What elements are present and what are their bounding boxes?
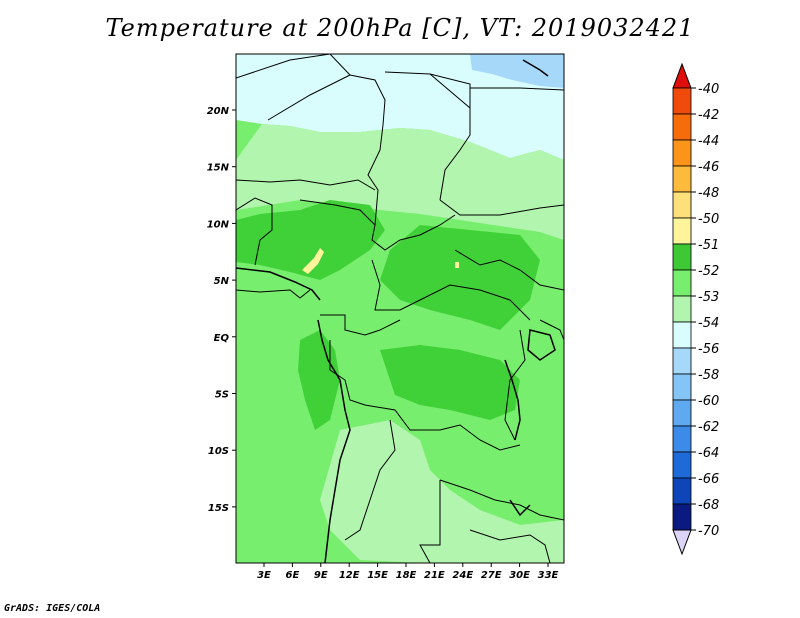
colorbar-segment (672, 425, 692, 453)
field-band-54-north (236, 124, 564, 240)
colorbar-segment (672, 347, 692, 375)
colorbar-segment (672, 269, 692, 297)
colorbar-label: -62 (698, 420, 719, 435)
colorbar-segment (672, 503, 692, 531)
colorbar-label: -48 (698, 186, 719, 201)
temperature-field (236, 54, 564, 563)
credit-label: GrADS: IGES/COLA (4, 603, 101, 614)
colorbar-label: -52 (698, 264, 719, 279)
colorbar-segment (672, 451, 692, 479)
lon-tick-label: 15E (367, 570, 388, 581)
colorbar-label: -70 (698, 524, 719, 539)
longitude-axis: 3E 6E 9E 12E 15E 18E 21E 24E 27E 30E 33E (257, 563, 559, 581)
colorbar-label: -56 (698, 342, 719, 357)
colorbar-bottom-arrow (672, 529, 692, 556)
colorbar-segment (672, 243, 692, 271)
colorbar-label: -53 (698, 290, 719, 305)
colorbar-label: -40 (698, 82, 719, 97)
colorbar-segment (672, 191, 692, 219)
field-band-52-west (236, 200, 385, 280)
latitude-axis: 20N 15N 10N 5N EQ 5S 10S 15S (207, 106, 236, 514)
lat-tick-label: 15N (207, 163, 230, 174)
lat-tick-label: 20N (207, 106, 230, 117)
lon-tick-label: 18E (396, 570, 417, 581)
lon-tick-label: 21E (424, 570, 445, 581)
colorbar-label: -42 (698, 108, 719, 123)
colorbar-segment (672, 139, 692, 167)
lon-tick-label: 27E (481, 570, 502, 581)
colorbar-label: -44 (698, 134, 719, 149)
lat-tick-label: 10S (208, 446, 229, 457)
lon-tick-label: 33E (538, 570, 559, 581)
lat-tick-label: EQ (214, 333, 230, 344)
colorbar-segment (672, 165, 692, 193)
colorbar-segment (672, 373, 692, 401)
map-frame (235, 53, 565, 564)
field-patch-cold (470, 54, 564, 88)
lat-tick-label: 5S (215, 390, 229, 401)
colorbar-label: -50 (698, 212, 719, 227)
field-band-54-south (320, 420, 564, 563)
colorbar-segment (672, 399, 692, 427)
colorbar-label: -66 (698, 472, 719, 487)
colorbar-label: -46 (698, 160, 719, 175)
lon-tick-label: 30E (509, 570, 530, 581)
colorbar-segment (672, 217, 692, 245)
colorbar-segment (672, 87, 692, 115)
colorbar-label: -60 (698, 394, 719, 409)
colorbar-label: -51 (698, 238, 719, 253)
country-boundaries (236, 54, 564, 563)
lon-tick-label: 6E (286, 570, 300, 581)
colorbar-label: -54 (698, 316, 719, 331)
lon-tick-label: 24E (452, 570, 473, 581)
colorbar-label: -68 (698, 498, 719, 513)
lon-tick-label: 9E (314, 570, 328, 581)
lon-tick-label: 12E (339, 570, 360, 581)
field-band-52-congo (380, 345, 520, 420)
lat-tick-label: 10N (207, 219, 230, 230)
field-patch-warm-nigeria (302, 248, 324, 274)
lat-tick-label: 5N (214, 276, 230, 287)
colorbar-segment (672, 295, 692, 323)
colorbar-label: -64 (698, 446, 719, 461)
chart-title: Temperature at 200hPa [C], VT: 201903242… (105, 14, 695, 42)
field-band-52-central (380, 225, 540, 330)
coastlines (236, 59, 556, 563)
colorbar-segment (672, 321, 692, 349)
field-patch-warm-sudan (455, 262, 459, 268)
lon-tick-label: 3E (257, 570, 271, 581)
colorbar-segment (672, 477, 692, 505)
field-band-desert (236, 54, 564, 160)
lat-tick-label: 15S (208, 503, 229, 514)
colorbar-label: -58 (698, 368, 719, 383)
colorbar-top-arrow (672, 62, 692, 89)
colorbar-segment (672, 113, 692, 141)
colorbar: -40 -42 -44 -46 -48 -50 -51 -52 -53 -54 -56 -58 -60 -… (672, 62, 719, 556)
